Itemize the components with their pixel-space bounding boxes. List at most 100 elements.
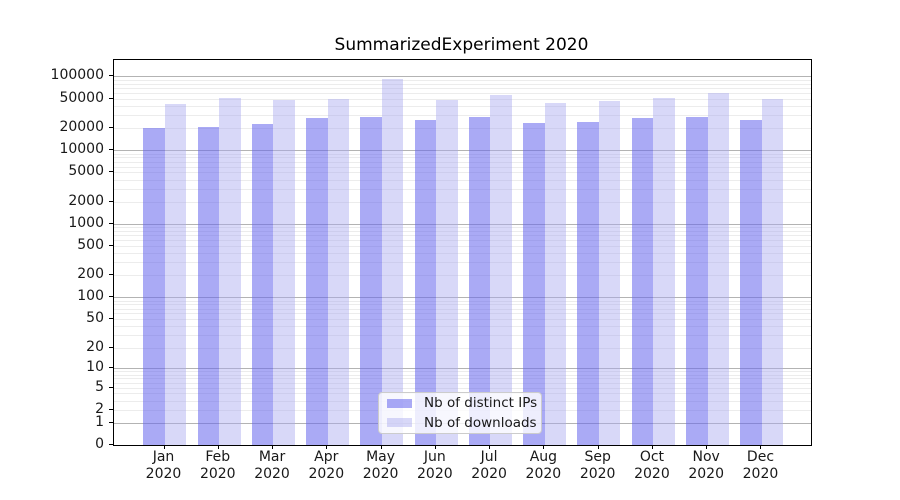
x-tick-mark: [326, 445, 328, 449]
x-tick-mark: [651, 445, 653, 449]
gridline-major: [114, 297, 811, 299]
x-tick-label: May 2020: [362, 449, 399, 482]
y-tick-mark: [109, 222, 113, 224]
bar-ips-apr: [306, 118, 328, 445]
legend: Nb of distinct IPs Nb of downloads: [378, 392, 542, 434]
bar-downloads-jan: [164, 104, 187, 445]
gridline-minor: [114, 347, 811, 349]
gridline-minor: [114, 166, 811, 168]
x-tick-label: Apr 2020: [308, 449, 345, 482]
bar-ips-jun: [414, 120, 437, 445]
x-tick-label: Sep 2020: [579, 449, 616, 482]
gridline-minor: [114, 157, 811, 159]
x-tick-mark: [597, 445, 599, 449]
gridline-minor: [114, 378, 811, 380]
gridline-minor: [114, 179, 811, 181]
gridline-minor: [114, 374, 811, 376]
y-tick-mark: [109, 421, 113, 423]
bar-downloads-feb: [219, 97, 241, 445]
gridline-minor: [114, 335, 811, 337]
y-tick-mark: [109, 200, 113, 202]
gridline-minor: [114, 304, 811, 306]
legend-swatch-downloads: [387, 418, 412, 428]
x-tick-mark: [272, 445, 274, 449]
bar-downloads-nov: [707, 93, 729, 445]
gridline-minor: [114, 382, 811, 384]
x-tick-mark: [434, 445, 436, 449]
x-tick-mark: [380, 445, 382, 449]
y-tick-label: 2000: [68, 192, 104, 209]
gridline-minor: [114, 128, 811, 129]
gridline-minor: [114, 231, 811, 232]
y-tick-label: 50000: [59, 89, 104, 106]
y-tick-mark: [109, 318, 113, 320]
gridline-minor: [114, 275, 811, 277]
gridline-minor: [114, 172, 811, 174]
bar-ips-feb: [197, 126, 220, 445]
y-tick-label: 500: [77, 237, 104, 254]
bar-ips-oct: [631, 118, 654, 445]
y-tick-label: 5: [95, 378, 104, 395]
gridline-minor: [114, 87, 811, 89]
x-tick-mark: [543, 445, 545, 449]
y-tick-mark: [109, 97, 113, 99]
bar-downloads-dec: [761, 99, 784, 445]
gridline-minor: [114, 246, 811, 248]
y-tick-label: 200: [77, 266, 104, 283]
gridline-minor: [114, 387, 811, 389]
gridline-minor: [114, 105, 811, 107]
gridline-minor: [114, 240, 811, 242]
bar-downloads-apr: [327, 98, 350, 445]
legend-item-downloads: Nb of downloads: [385, 414, 537, 432]
y-tick-label: 1000: [68, 214, 104, 231]
x-tick-mark: [163, 445, 165, 449]
bar-downloads-aug: [544, 103, 567, 445]
legend-swatch-ips: [387, 398, 412, 408]
y-tick-label: 10000: [59, 141, 104, 158]
y-tick-mark: [109, 245, 113, 247]
bar-downloads-sep: [598, 101, 621, 445]
bar-ips-nov: [686, 117, 708, 445]
x-tick-mark: [489, 445, 491, 449]
chart-title: SummarizedExperiment 2020: [334, 35, 589, 55]
y-tick-mark: [109, 171, 113, 173]
x-tick-label: Jul 2020: [471, 449, 507, 482]
y-tick-mark: [109, 346, 113, 348]
gridline-minor: [114, 371, 811, 373]
gridline-minor: [114, 161, 811, 163]
gridline-minor: [114, 92, 811, 94]
bar-downloads-oct: [653, 97, 675, 445]
y-tick-label: 50: [86, 310, 104, 327]
gridline-major: [114, 368, 811, 370]
x-tick-label: Dec 2020: [742, 449, 779, 482]
bar-ips-sep: [577, 122, 599, 445]
gridline-minor: [114, 153, 811, 155]
y-tick-mark: [109, 127, 113, 128]
gridline-minor: [114, 319, 811, 321]
y-tick-label: 1: [95, 413, 104, 430]
y-tick-mark: [109, 296, 113, 298]
gridline-major: [114, 150, 811, 152]
bar-ips-mar: [251, 123, 274, 445]
y-tick-mark: [109, 367, 113, 369]
y-tick-mark: [109, 149, 113, 151]
x-tick-mark: [706, 445, 708, 449]
gridline-major: [114, 76, 811, 78]
y-tick-label: 2: [95, 400, 104, 417]
y-tick-label: 100: [77, 288, 104, 305]
x-tick-label: Oct 2020: [634, 449, 670, 482]
gridline-minor: [114, 79, 811, 81]
x-tick-label: Mar 2020: [254, 449, 290, 482]
gridline-minor: [114, 83, 811, 85]
y-tick-label: 0: [95, 436, 104, 452]
gridline-minor: [114, 253, 811, 255]
bar-ips-jan: [143, 128, 165, 445]
x-tick-label: Feb 2020: [199, 449, 236, 482]
gridline-minor: [114, 313, 811, 315]
bar-ips-may: [360, 117, 382, 445]
legend-label-ips: Nb of distinct IPs: [424, 395, 538, 412]
x-tick-label: Nov 2020: [688, 449, 724, 482]
bar-downloads-may: [381, 79, 404, 445]
x-tick-mark: [760, 445, 762, 449]
legend-label-downloads: Nb of downloads: [424, 414, 537, 431]
